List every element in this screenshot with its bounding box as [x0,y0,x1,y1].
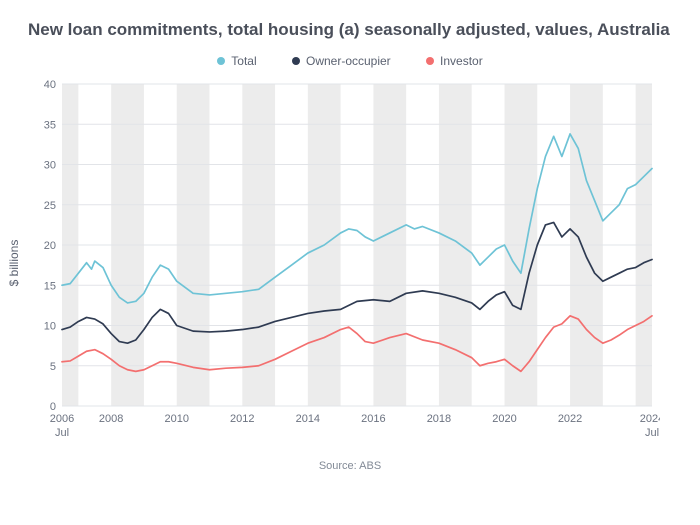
svg-text:25: 25 [44,200,56,212]
svg-text:2006: 2006 [50,413,74,425]
svg-text:0: 0 [50,401,56,413]
svg-text:20: 20 [44,240,56,252]
legend-item-owner: Owner-occupier [292,54,391,68]
svg-text:2018: 2018 [427,413,451,425]
chart-source: Source: ABS [28,460,672,472]
svg-text:2016: 2016 [361,413,385,425]
svg-text:30: 30 [44,160,56,172]
svg-text:15: 15 [44,280,56,292]
legend-label-investor: Investor [440,54,483,68]
legend-swatch-total [217,57,225,65]
svg-text:10: 10 [44,321,56,333]
svg-text:2014: 2014 [296,413,320,425]
legend: Total Owner-occupier Investor [28,54,672,68]
svg-text:2024: 2024 [640,413,660,425]
legend-item-total: Total [217,54,256,68]
legend-label-owner: Owner-occupier [306,54,391,68]
svg-text:2012: 2012 [230,413,254,425]
svg-text:2022: 2022 [558,413,582,425]
legend-label-total: Total [231,54,256,68]
legend-swatch-investor [426,57,434,65]
y-axis-label: $ billions [7,240,21,287]
svg-text:5: 5 [50,361,56,373]
svg-text:2020: 2020 [492,413,516,425]
svg-text:2008: 2008 [99,413,123,425]
svg-text:35: 35 [44,119,56,131]
legend-swatch-owner [292,57,300,65]
chart-container: New loan commitments, total housing (a) … [0,0,700,525]
line-chart: 0 5 10 15 20 25 30 35 40 2006 Jul 2008 2010 2012 2014 2… [28,78,660,448]
chart-title: New loan commitments, total housing (a) … [28,20,672,40]
svg-text:Jul: Jul [645,427,659,439]
svg-text:2010: 2010 [164,413,188,425]
legend-item-investor: Investor [426,54,483,68]
plot-wrap: $ billions 05101520253035402006Jul200820… [28,78,672,448]
svg-text:Jul: Jul [55,427,69,439]
svg-text:40: 40 [44,79,56,91]
